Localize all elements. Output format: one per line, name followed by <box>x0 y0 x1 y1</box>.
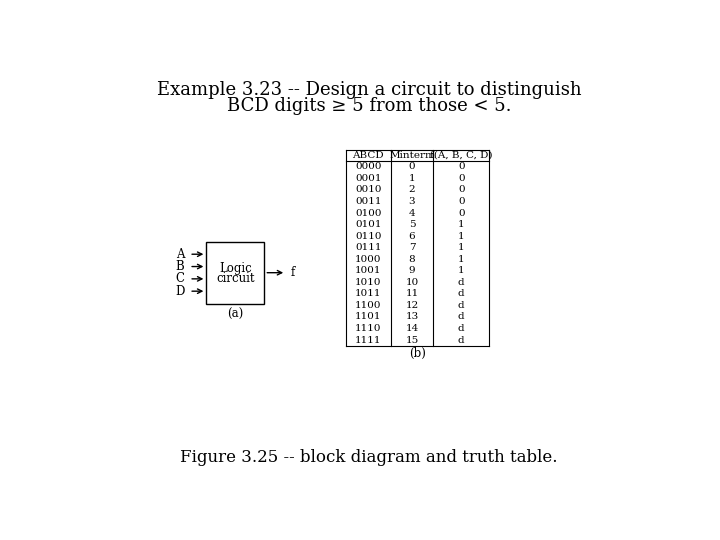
Text: C: C <box>176 272 184 285</box>
Text: 0100: 0100 <box>355 208 382 218</box>
Text: 8: 8 <box>409 255 415 264</box>
Text: 2: 2 <box>409 185 415 194</box>
Text: 0: 0 <box>458 163 464 171</box>
Text: 9: 9 <box>409 266 415 275</box>
Text: 14: 14 <box>405 324 418 333</box>
Text: Logic: Logic <box>219 262 252 275</box>
Text: 1101: 1101 <box>355 313 382 321</box>
Text: d: d <box>458 335 464 345</box>
Text: 1: 1 <box>458 232 464 241</box>
Text: d: d <box>458 301 464 310</box>
Text: 1: 1 <box>458 255 464 264</box>
Text: D: D <box>175 285 184 298</box>
Text: 0: 0 <box>409 163 415 171</box>
Text: 12: 12 <box>405 301 418 310</box>
Text: 5: 5 <box>409 220 415 229</box>
Text: 13: 13 <box>405 313 418 321</box>
Text: 4: 4 <box>409 208 415 218</box>
Text: d: d <box>458 278 464 287</box>
Text: 6: 6 <box>409 232 415 241</box>
Text: 0011: 0011 <box>355 197 382 206</box>
Text: 7: 7 <box>409 243 415 252</box>
Text: 1000: 1000 <box>355 255 382 264</box>
Text: circuit: circuit <box>216 272 255 285</box>
Text: 0: 0 <box>458 208 464 218</box>
Text: 0111: 0111 <box>355 243 382 252</box>
Text: 0010: 0010 <box>355 185 382 194</box>
Text: 1: 1 <box>458 243 464 252</box>
Text: B: B <box>176 260 184 273</box>
Text: 1110: 1110 <box>355 324 382 333</box>
Text: f: f <box>291 266 295 279</box>
Text: 3: 3 <box>409 197 415 206</box>
Text: 0: 0 <box>458 185 464 194</box>
Text: 0: 0 <box>458 174 464 183</box>
Text: 1011: 1011 <box>355 289 382 299</box>
Text: d: d <box>458 324 464 333</box>
Text: (a): (a) <box>228 308 243 321</box>
Text: 0001: 0001 <box>355 174 382 183</box>
Text: Minterm: Minterm <box>389 151 435 160</box>
Text: Figure 3.25 -- block diagram and truth table.: Figure 3.25 -- block diagram and truth t… <box>180 449 558 466</box>
Text: 1010: 1010 <box>355 278 382 287</box>
Text: 0: 0 <box>458 197 464 206</box>
Text: BCD digits ≥ 5 from those < 5.: BCD digits ≥ 5 from those < 5. <box>227 97 511 114</box>
Text: 15: 15 <box>405 335 418 345</box>
Text: A: A <box>176 248 184 261</box>
Text: Example 3.23 -- Design a circuit to distinguish: Example 3.23 -- Design a circuit to dist… <box>157 81 581 99</box>
Text: 11: 11 <box>405 289 418 299</box>
Text: 1100: 1100 <box>355 301 382 310</box>
Text: d: d <box>458 313 464 321</box>
Text: ABCD: ABCD <box>352 151 384 160</box>
Text: 1: 1 <box>458 220 464 229</box>
Text: 1001: 1001 <box>355 266 382 275</box>
Bar <box>206 242 264 303</box>
Text: (b): (b) <box>409 347 426 360</box>
Text: 10: 10 <box>405 278 418 287</box>
Text: 1: 1 <box>458 266 464 275</box>
Text: f(A, B, C, D): f(A, B, C, D) <box>430 151 492 160</box>
Text: d: d <box>458 289 464 299</box>
Text: 1: 1 <box>409 174 415 183</box>
Text: 0110: 0110 <box>355 232 382 241</box>
Text: 0000: 0000 <box>355 163 382 171</box>
Text: 0101: 0101 <box>355 220 382 229</box>
Text: 1111: 1111 <box>355 335 382 345</box>
